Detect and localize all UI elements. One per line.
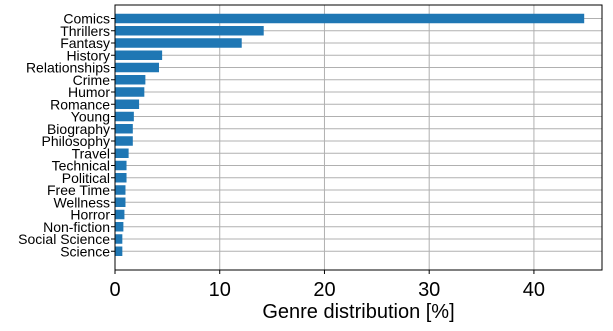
y-tick-label: Wellness: [53, 194, 110, 210]
x-tick-label: 10: [209, 279, 231, 301]
bar-comics: [115, 13, 585, 24]
y-tick-label: Fantasy: [60, 35, 110, 51]
plot-frame: [114, 4, 603, 271]
y-tick-label: Philosophy: [42, 133, 111, 149]
y-tick-label: Free Time: [47, 182, 110, 198]
y-tick-label: Young: [71, 109, 110, 125]
y-tick-label: Political: [62, 170, 110, 186]
bar-technical: [115, 160, 127, 171]
y-tick-label: Crime: [73, 72, 111, 88]
bars: [115, 13, 585, 256]
y-tick-label: Non-fiction: [43, 219, 110, 235]
y-tick-label: Technical: [52, 158, 110, 174]
bar-history: [115, 50, 163, 60]
y-tick-label: Social Science: [18, 231, 110, 247]
bar-free-time: [115, 185, 126, 195]
y-tick-label: Thrillers: [60, 23, 110, 39]
x-tick-label: 20: [313, 279, 335, 301]
bar-political: [115, 173, 127, 183]
y-tick-label: Humor: [68, 84, 110, 100]
y-tick-label: Relationships: [26, 60, 110, 76]
bar-crime: [115, 75, 146, 85]
bar-humor: [115, 87, 145, 97]
bar-wellness: [115, 197, 126, 207]
bar-biography: [115, 124, 133, 134]
bar-relationships: [115, 62, 159, 73]
x-tick-label: 0: [109, 279, 120, 301]
y-tick-labels: ComicsThrillersFantasyHistoryRelationshi…: [18, 11, 115, 259]
x-tick-label: 40: [523, 279, 545, 301]
y-tick-label: Science: [60, 243, 110, 259]
bar-horror: [115, 209, 125, 220]
bar-science: [115, 246, 123, 256]
y-tick-label: Biography: [47, 121, 110, 137]
x-axis-label: Genre distribution [%]: [262, 301, 454, 323]
bar-fantasy: [115, 38, 242, 48]
bar-travel: [115, 148, 129, 158]
x-tick-labels: 0 10 20 30 40: [109, 270, 545, 301]
bar-philosophy: [115, 136, 133, 146]
y-tick-label: Horror: [70, 207, 110, 223]
x-tick-label: 30: [418, 279, 440, 301]
bar-thrillers: [115, 26, 264, 36]
y-tick-label: Comics: [63, 11, 110, 27]
y-tick-label: History: [66, 47, 110, 63]
bar-romance: [115, 99, 140, 109]
bar-young: [115, 111, 134, 122]
bar-social-science: [115, 234, 123, 244]
bar-non-fiction: [115, 222, 124, 232]
y-tick-label: Romance: [50, 96, 110, 112]
y-tick-label: Travel: [72, 145, 110, 161]
